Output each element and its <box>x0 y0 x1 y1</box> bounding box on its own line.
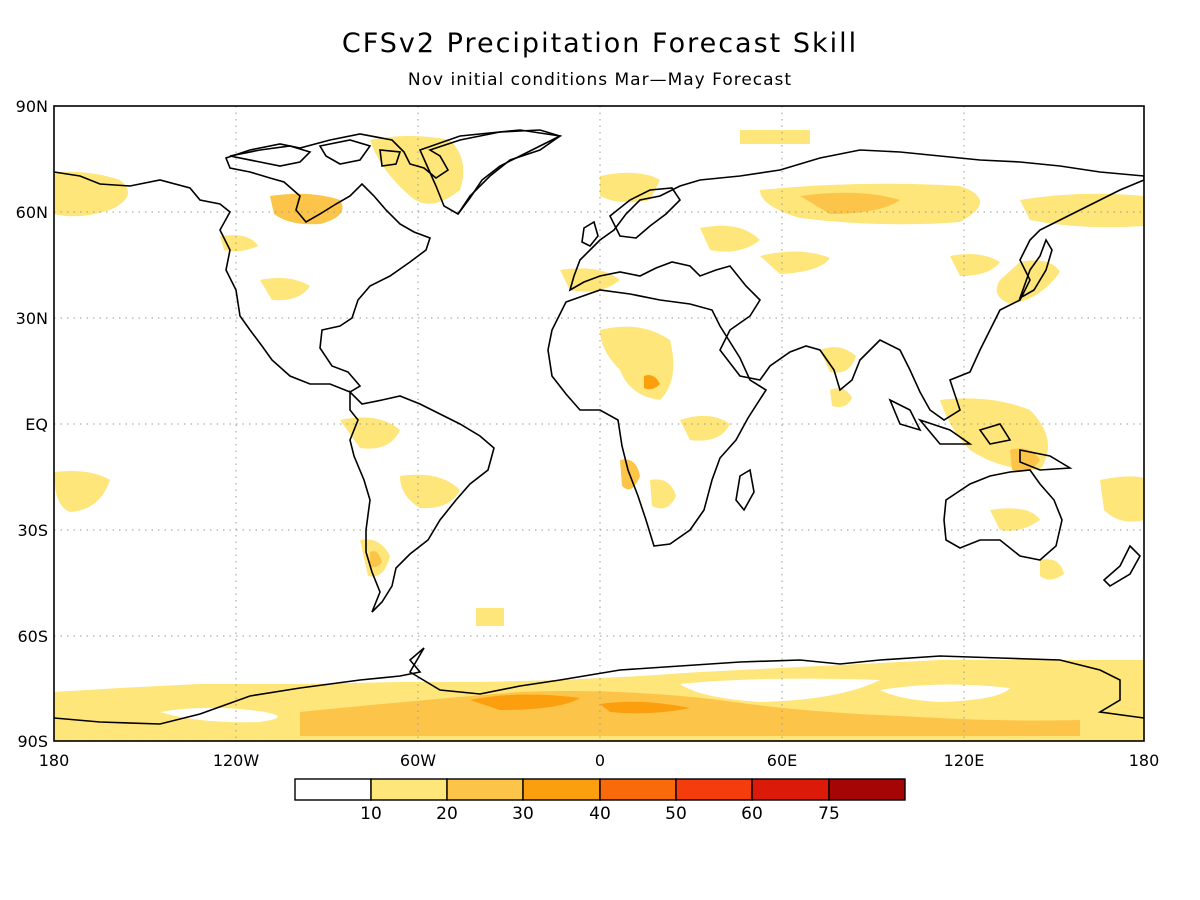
skill-area-sahel <box>644 375 660 390</box>
skill-area-australia <box>990 508 1040 531</box>
skill-area-hudson <box>270 193 343 225</box>
coastlines <box>54 129 1144 725</box>
map-frame <box>53 105 1145 742</box>
colorbar: 10 20 30 40 50 60 75 <box>294 778 906 824</box>
colorbar-label-75: 75 <box>818 804 840 824</box>
lon-label-120w: 120W <box>213 751 260 770</box>
skill-area-amazon <box>340 417 400 449</box>
coast-british-isles <box>581 220 599 248</box>
skill-area-mongolia <box>950 254 1000 276</box>
colorbar-label-20: 20 <box>436 804 458 824</box>
coast-maritime-continent <box>888 398 1073 471</box>
lat-label-90s: 90S <box>17 732 48 751</box>
lon-label-60w: 60W <box>400 751 436 770</box>
coast-eurasia <box>568 149 1144 421</box>
coast-japan <box>1018 238 1053 300</box>
skill-area-south-atlantic <box>476 608 504 626</box>
lat-label-eq: EQ <box>25 415 48 434</box>
skill-area-sw-pacific <box>1100 476 1144 522</box>
coast-greenland <box>418 129 563 216</box>
coast-arctic-islands <box>229 139 402 167</box>
lat-label-60n: 60N <box>16 203 48 222</box>
colorbar-box-5 <box>675 778 753 801</box>
skill-area-east-africa <box>680 415 730 441</box>
coast-scandinavia <box>608 187 682 239</box>
skill-area-india <box>820 347 856 373</box>
colorbar-label-40: 40 <box>589 804 611 824</box>
lat-label-90n: 90N <box>16 97 48 116</box>
lon-label-60e: 60E <box>767 751 797 770</box>
skill-area-new-guinea <box>1010 448 1040 472</box>
skill-shading-layer <box>54 130 1144 741</box>
coast-new-zealand <box>1102 544 1141 588</box>
coast-antarctica <box>54 647 1144 725</box>
coast-madagascar <box>735 468 755 512</box>
longitude-labels: 180 120W 60W 0 60E 120E 180 <box>39 751 1160 770</box>
colorbar-label-10: 10 <box>360 804 382 824</box>
colorbar-box-6 <box>751 778 830 801</box>
skill-area-east-siberia <box>1020 193 1144 228</box>
coast-africa <box>547 289 768 547</box>
skill-area-greenland <box>370 136 464 204</box>
skill-area-alaska <box>54 171 128 217</box>
coast-australia <box>943 469 1063 561</box>
skill-gap-3 <box>880 684 1010 702</box>
lat-label-30s: 30S <box>17 521 48 540</box>
lon-label-120e: 120E <box>944 751 985 770</box>
colorbar-label-60: 60 <box>741 804 763 824</box>
skill-gap-2 <box>680 678 880 702</box>
skill-area-siberia-2 <box>800 192 900 214</box>
skill-area-southern-ocean-3 <box>470 694 580 710</box>
skill-area-south-africa <box>650 479 676 509</box>
lat-label-60s: 60S <box>17 627 48 646</box>
skill-area-canada <box>220 235 258 252</box>
lon-label-0: 0 <box>595 751 605 770</box>
colorbar-label-30: 30 <box>512 804 534 824</box>
skill-area-southern-ocean-4 <box>600 701 690 714</box>
colorbar-box-1 <box>370 778 448 801</box>
colorbar-box-7 <box>828 778 906 801</box>
colorbar-box-0 <box>294 778 372 801</box>
colorbar-box-3 <box>522 778 601 801</box>
colorbar-box-2 <box>446 778 524 801</box>
skill-area-scandinavia <box>600 172 660 203</box>
skill-area-sahara <box>600 326 674 400</box>
coast-north-america <box>54 129 563 393</box>
skill-gap-1 <box>160 707 278 723</box>
map-subtitle: Nov initial conditions Mar—May Forecast <box>407 70 793 90</box>
skill-area-us-plains <box>260 278 310 301</box>
skill-area-russia <box>700 225 760 252</box>
colorbar-box-4 <box>599 778 677 801</box>
lon-label-180w: 180 <box>39 751 70 770</box>
skill-area-central-asia <box>760 251 830 274</box>
skill-area-arctic-1 <box>740 130 810 144</box>
coast-south-america <box>349 390 495 613</box>
skill-area-central-pacific <box>54 471 110 512</box>
latitude-labels: 90N 60N 30N EQ 30S 60S 90S <box>16 97 48 751</box>
skill-area-argentina-2 <box>370 551 382 568</box>
skill-area-sri-lanka <box>830 388 852 407</box>
lon-label-180e: 180 <box>1129 751 1160 770</box>
skill-area-brazil <box>400 474 460 509</box>
skill-area-tasmania <box>1040 559 1064 580</box>
lat-label-30n: 30N <box>16 309 48 328</box>
colorbar-label-50: 50 <box>665 804 687 824</box>
map-title: CFSv2 Precipitation Forecast Skill <box>341 28 859 59</box>
